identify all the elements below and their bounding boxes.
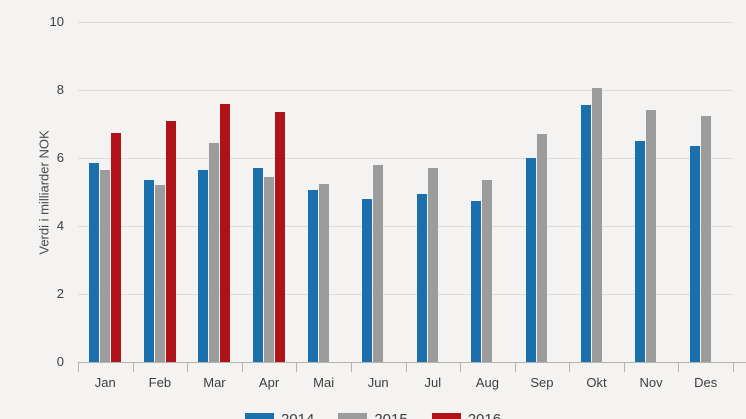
bar-2015-mar xyxy=(209,142,220,362)
y-tick-label-2: 2 xyxy=(56,286,64,301)
bar-2016-apr xyxy=(275,112,286,362)
bar-2014-okt xyxy=(580,105,591,362)
x-label-sep: Sep xyxy=(530,375,554,390)
y-tick-label-10: 10 xyxy=(49,14,64,29)
gridline-8 xyxy=(78,90,733,91)
bar-2014-des xyxy=(689,146,700,362)
x-label-okt: Okt xyxy=(586,375,607,390)
bar-2014-jul xyxy=(416,193,427,362)
legend-item-2015: 2015 xyxy=(338,411,408,419)
gridline-4 xyxy=(78,226,733,227)
y-axis-title: Verdi i milliarder NOK xyxy=(36,130,52,255)
gridline-0 xyxy=(78,362,746,363)
x-tick xyxy=(569,362,571,372)
gridline-2 xyxy=(78,294,733,295)
bar-2015-feb xyxy=(154,185,165,362)
bar-2015-okt xyxy=(591,88,602,362)
bar-2015-jan xyxy=(100,169,111,362)
bar-2016-jan xyxy=(111,132,122,362)
legend-swatch-2015 xyxy=(338,413,368,419)
bar-2014-aug xyxy=(471,200,482,362)
y-tick-label-0: 0 xyxy=(56,354,64,369)
bar-2015-des xyxy=(700,115,711,362)
bar-2015-mai xyxy=(318,183,329,362)
bar-2014-sep xyxy=(525,158,536,362)
x-tick xyxy=(241,362,243,372)
bar-2014-jan xyxy=(89,163,100,362)
x-label-des: Des xyxy=(694,375,718,390)
legend-label-2015: 2015 xyxy=(374,411,407,419)
x-tick xyxy=(405,362,407,372)
x-tick xyxy=(733,362,734,372)
x-tick xyxy=(623,362,625,372)
bar-2014-nov xyxy=(635,141,646,362)
bar-2014-feb xyxy=(143,180,154,362)
bar-2015-apr xyxy=(264,176,275,362)
x-label-feb: Feb xyxy=(148,375,172,390)
x-tick xyxy=(78,362,79,372)
x-tick xyxy=(132,362,134,372)
legend-item-2016: 2016 xyxy=(431,411,501,419)
bar-2015-sep xyxy=(536,134,547,362)
x-tick xyxy=(678,362,680,372)
bar-2014-apr xyxy=(253,168,264,362)
gridline-10 xyxy=(78,22,733,23)
x-tick xyxy=(296,362,298,372)
x-tick xyxy=(350,362,352,372)
x-tick xyxy=(187,362,189,372)
x-label-nov: Nov xyxy=(639,375,663,390)
y-tick-label-8: 8 xyxy=(56,82,64,97)
bar-2014-jun xyxy=(362,198,373,362)
x-label-mar: Mar xyxy=(203,375,226,390)
x-label-jan: Jan xyxy=(94,375,116,390)
x-label-jul: Jul xyxy=(424,375,442,390)
bar-2016-mar xyxy=(220,103,231,362)
x-tick xyxy=(514,362,516,372)
x-label-mai: Mai xyxy=(313,375,335,390)
legend-label-2014: 2014 xyxy=(281,411,314,419)
bar-2015-aug xyxy=(482,180,493,362)
bar-2014-mai xyxy=(307,190,318,362)
legend-label-2016: 2016 xyxy=(468,411,501,419)
bar-2016-feb xyxy=(165,120,176,362)
legend-swatch-2016 xyxy=(431,413,461,419)
y-tick-label-4: 4 xyxy=(56,218,64,233)
legend-item-2014: 2014 xyxy=(244,411,314,419)
bar-2014-mar xyxy=(198,169,209,362)
x-label-jun: Jun xyxy=(367,375,389,390)
legend: 2014 2015 2016 xyxy=(0,411,746,419)
bar-2015-nov xyxy=(646,110,657,362)
x-label-apr: Apr xyxy=(258,375,280,390)
x-tick xyxy=(460,362,462,372)
bar-2015-jul xyxy=(427,168,438,362)
gridline-6 xyxy=(78,158,733,159)
legend-swatch-2014 xyxy=(244,413,274,419)
bar-2015-jun xyxy=(373,164,384,362)
y-tick-label-6: 6 xyxy=(56,150,64,165)
x-label-aug: Aug xyxy=(475,375,499,390)
